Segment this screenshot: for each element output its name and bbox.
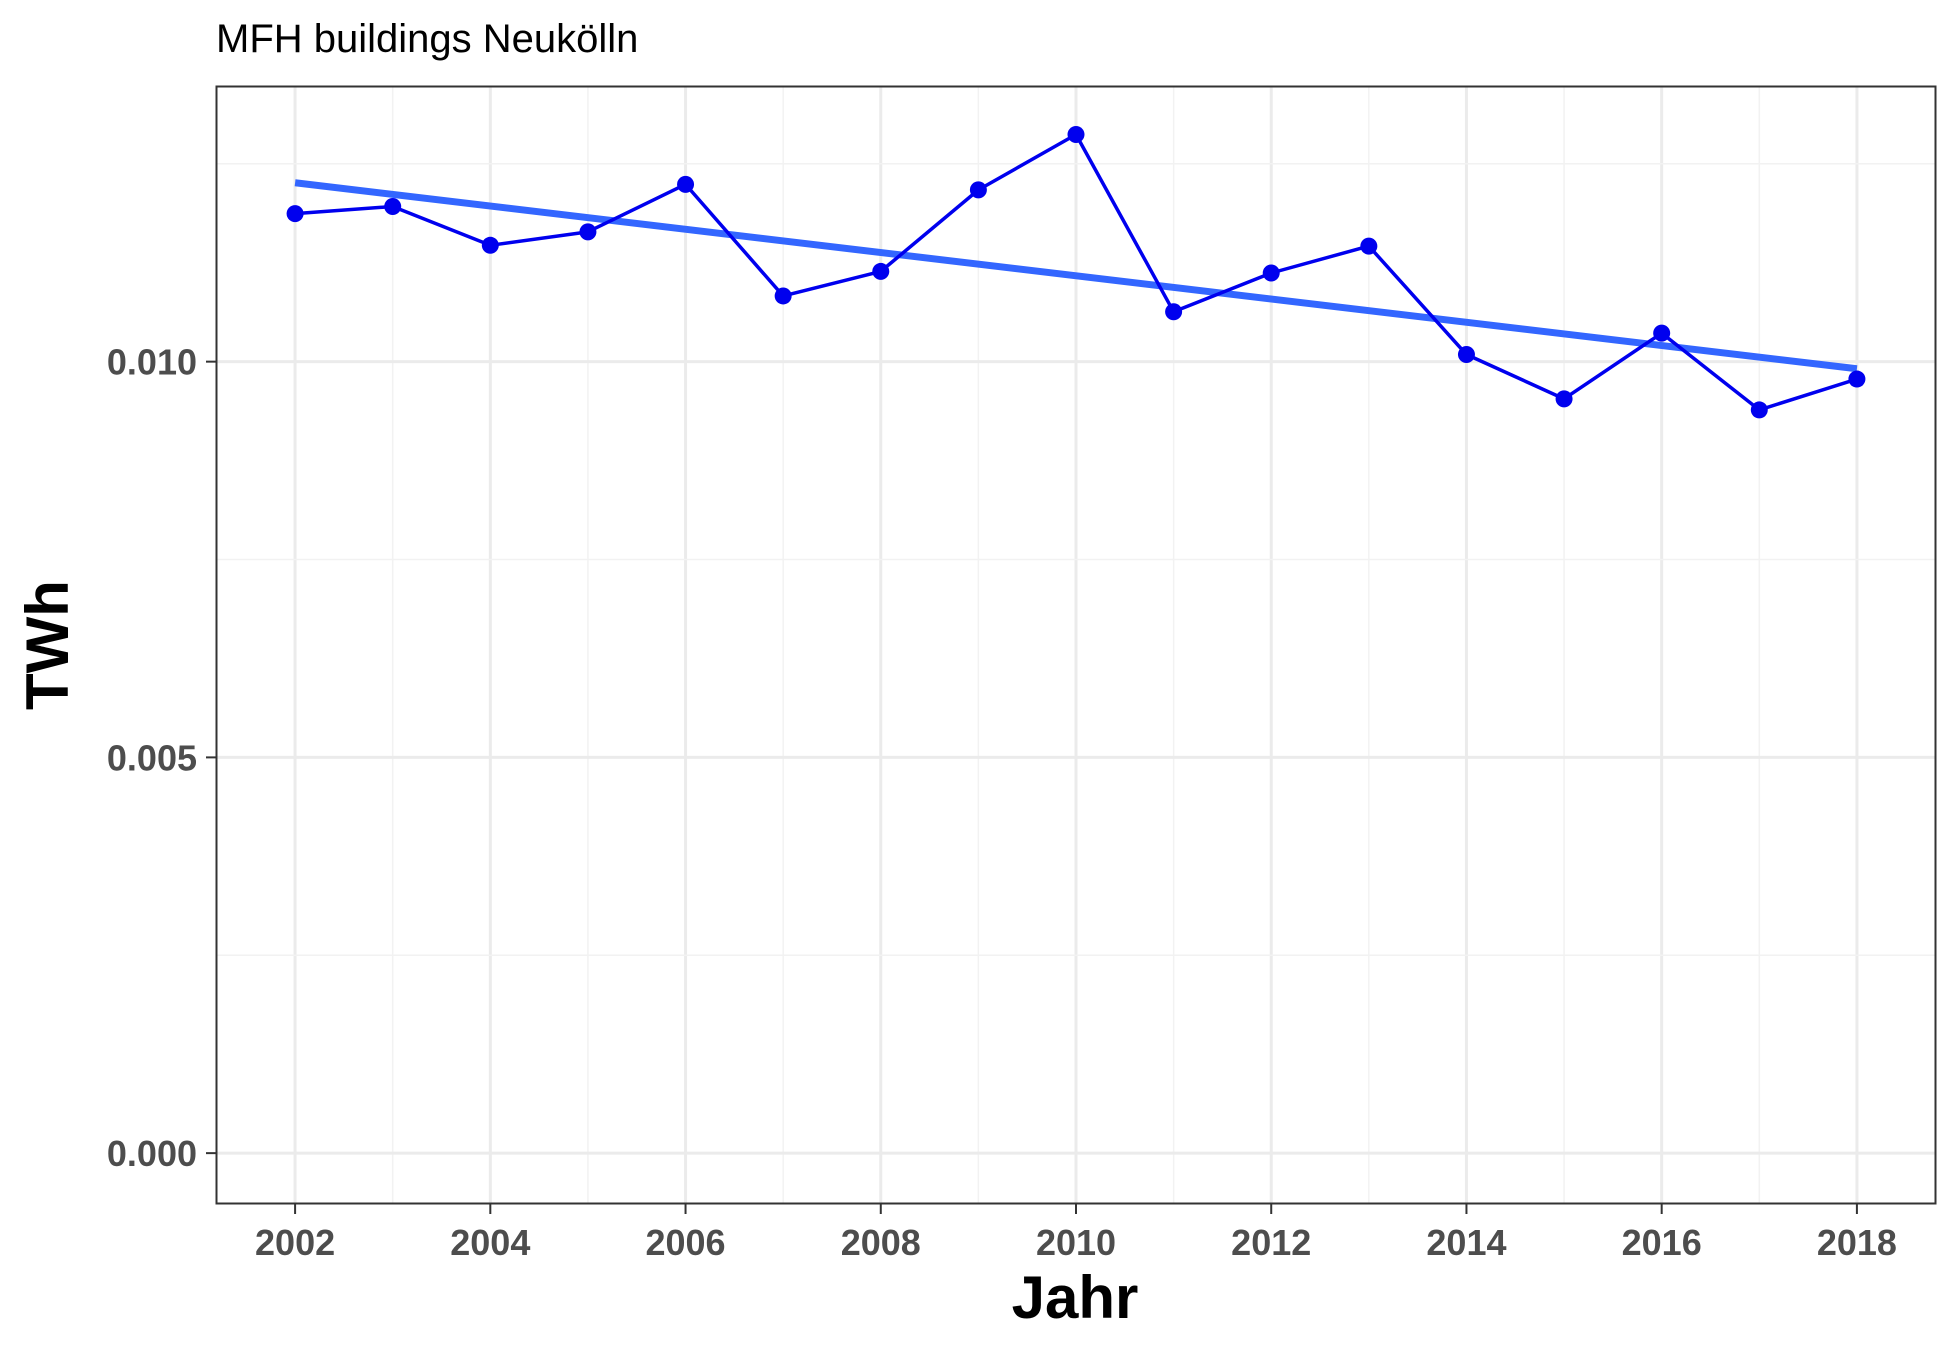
- axes: 2002 2004 2006 2008 2010 2012 2014 2016 2018 0.00…: [107, 342, 1897, 1263]
- data-point: [774, 287, 792, 305]
- x-tick-label: 2002: [255, 1222, 335, 1263]
- data-point: [969, 181, 987, 199]
- trend-line-layer: [294, 179, 1858, 373]
- data-point: [579, 223, 597, 241]
- y-axis-title: TWh: [14, 580, 81, 710]
- x-tick-label: 2014: [1426, 1222, 1506, 1263]
- y-tick-label: 0.010: [107, 342, 197, 383]
- data-point: [481, 236, 499, 254]
- x-tick-label: 2004: [450, 1222, 530, 1263]
- data-point: [872, 262, 890, 280]
- data-point: [1067, 125, 1085, 143]
- data-point: [1555, 390, 1573, 408]
- x-tick-label: 2016: [1622, 1222, 1702, 1263]
- data-point: [1165, 303, 1183, 321]
- series-layer: [286, 125, 1866, 419]
- x-tick-label: 2018: [1817, 1222, 1897, 1263]
- data-point: [286, 205, 304, 223]
- data-point: [1262, 264, 1280, 282]
- x-tick-label: 2008: [841, 1222, 921, 1263]
- x-axis-title: Jahr: [1012, 1264, 1139, 1331]
- chart-title: MFH buildings Neukölln: [216, 17, 638, 61]
- data-point: [1457, 346, 1475, 364]
- y-tick-label: 0.000: [107, 1133, 197, 1174]
- data-point: [1848, 370, 1866, 388]
- x-tick-label: 2010: [1036, 1222, 1116, 1263]
- data-point: [1360, 237, 1378, 255]
- data-point: [677, 175, 695, 193]
- x-tick-label: 2012: [1231, 1222, 1311, 1263]
- data-point: [384, 198, 402, 216]
- x-tick-label: 2006: [645, 1222, 725, 1263]
- y-tick-label: 0.005: [107, 737, 197, 778]
- trend-line: [294, 179, 1858, 373]
- data-point: [1653, 324, 1671, 342]
- data-point: [1750, 401, 1768, 419]
